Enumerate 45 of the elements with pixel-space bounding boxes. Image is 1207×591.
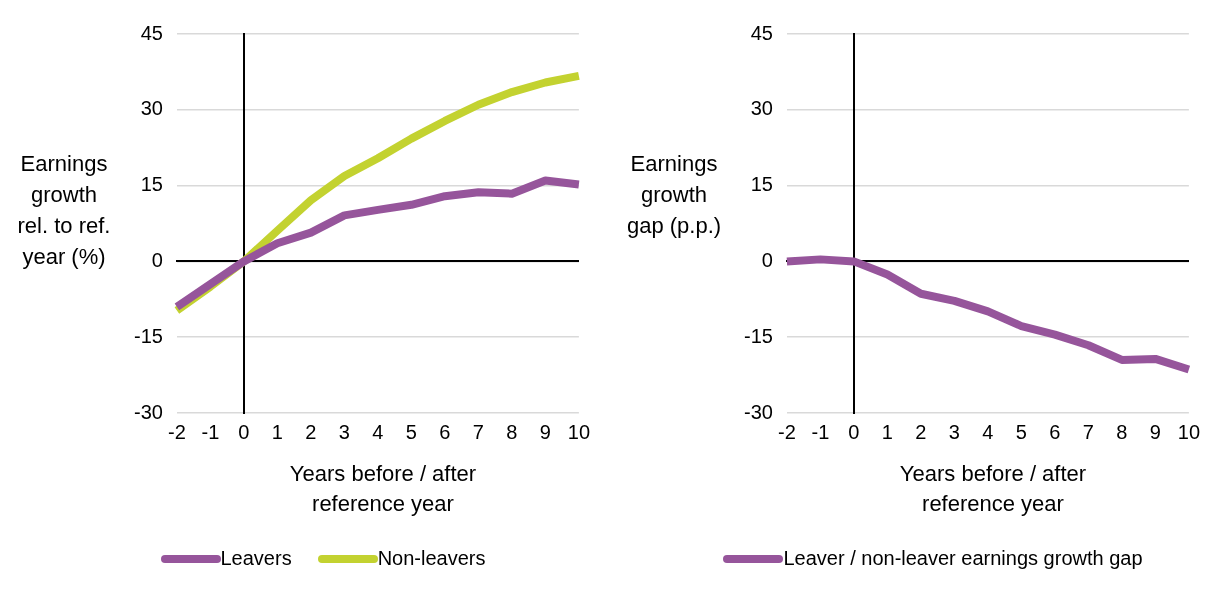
legend-label: Leaver / non-leaver earnings growth gap: [783, 547, 1143, 570]
y-tick-label: 45: [750, 21, 773, 44]
x-tick-label: 3: [338, 420, 350, 443]
y-tick-label: 30: [140, 97, 163, 120]
x-tick-label: 9: [539, 420, 551, 443]
y-tick-label: 0: [151, 248, 163, 271]
x-tick-label: 6: [439, 420, 451, 443]
x-tick-label: 4: [372, 420, 384, 443]
x-tick-label: 2: [305, 420, 317, 443]
x-tick-label: 1: [881, 420, 893, 443]
x-tick-label: 7: [472, 420, 484, 443]
y-tick-label: 15: [750, 173, 773, 196]
x-tick-label: 5: [1015, 420, 1027, 443]
y-axis-title: Earnings growth gap (p.p.): [626, 150, 722, 240]
y-tick-label: 45: [140, 21, 163, 44]
x-tick-label: 2: [915, 420, 927, 443]
x-tick-label: 3: [948, 420, 960, 443]
legend-label: Leavers: [220, 547, 292, 570]
x-tick-label: -2: [168, 420, 186, 443]
x-tick-label: -1: [811, 420, 830, 443]
y-tick-label: -30: [134, 400, 163, 423]
x-axis-title: Years before / after reference year: [288, 460, 478, 518]
y-tick-label: -15: [134, 324, 163, 347]
x-tick-label: -1: [201, 420, 220, 443]
y-tick-label: 30: [750, 97, 773, 120]
x-tick-label: 9: [1149, 420, 1161, 443]
y-axis-title: Earnings growth rel. to ref. year (%): [16, 150, 112, 271]
x-tick-label: 4: [982, 420, 994, 443]
x-tick-label: -2: [778, 420, 796, 443]
y-tick-label: 15: [140, 173, 163, 196]
x-tick-label: 10: [567, 420, 590, 443]
legend-label: Non-leavers: [377, 547, 486, 570]
x-tick-label: 0: [848, 420, 860, 443]
x-tick-label: 1: [271, 420, 283, 443]
x-tick-label: 7: [1082, 420, 1094, 443]
x-axis-title: Years before / after reference year: [898, 460, 1088, 518]
y-tick-label: 0: [761, 248, 773, 271]
x-tick-label: 6: [1049, 420, 1061, 443]
x-tick-label: 8: [506, 420, 518, 443]
x-tick-label: 0: [238, 420, 250, 443]
x-tick-label: 5: [405, 420, 417, 443]
y-tick-label: -15: [744, 324, 773, 347]
x-tick-label: 8: [1116, 420, 1128, 443]
x-tick-label: 10: [1177, 420, 1200, 443]
y-tick-label: -30: [744, 400, 773, 423]
